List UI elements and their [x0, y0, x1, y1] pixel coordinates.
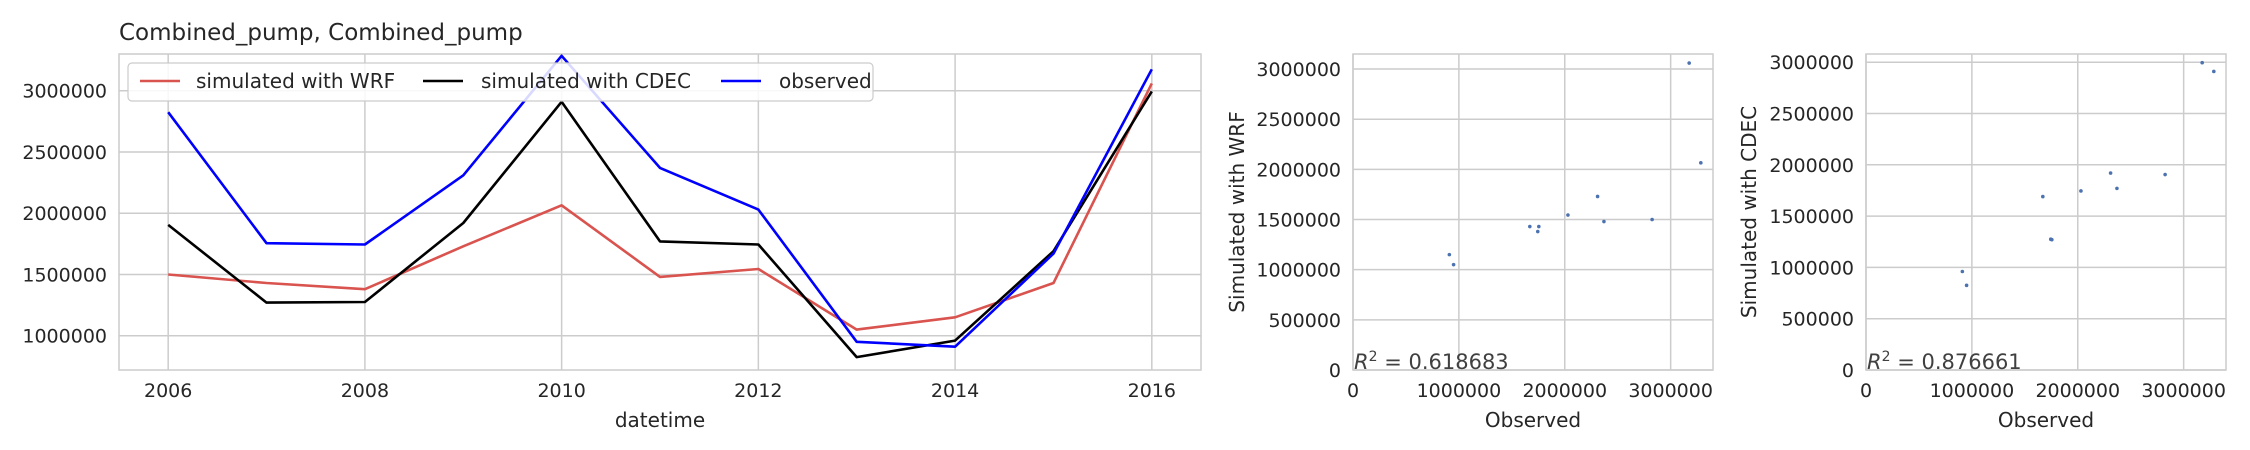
scatter-cdec-y-tick-label: 2000000 [1769, 155, 1854, 177]
scatter-cdec-y-tick-label: 3000000 [1769, 52, 1854, 74]
scatter-cdec-point [2050, 237, 2054, 242]
scatter-wrf-point [1595, 194, 1600, 199]
scatter-cdec-y-ticks: 0 500000 1000000 1500000 2000000 2500000 30000… [1769, 52, 1854, 382]
scatter-cdec-point [1964, 283, 1969, 288]
scatter-wrf-y-tick-label: 2500000 [1256, 109, 1341, 131]
scatter-cdec-point [2079, 189, 2083, 193]
scatter-cdec-x-label: Observed [1998, 408, 2094, 432]
scatter-cdec-y-tick-label: 2500000 [1769, 104, 1854, 126]
timeseries-y-ticks: 1000000 1500000 2000000 2500000 3000000 [22, 81, 107, 348]
timeseries-y-tick-label: 1000000 [22, 326, 107, 348]
scatter-wrf-x-ticks: 0 1000000 2000000 3000000 [1347, 380, 1713, 402]
scatter-wrf-points [1447, 61, 1703, 267]
scatter-wrf-point [1650, 217, 1654, 222]
scatter-wrf-panel: 0 1000000 2000000 3000000 0 500000 1000000 150… [1225, 53, 1714, 432]
scatter-cdec-point [2108, 171, 2113, 175]
scatter-cdec-point [1960, 269, 1965, 274]
scatter-wrf-grid [1352, 54, 1713, 371]
scatter-wrf-point [1602, 219, 1606, 224]
scatter-wrf-point [1687, 61, 1691, 65]
timeseries-plot-area [118, 53, 1202, 371]
scatter-wrf-point [1537, 224, 1541, 229]
timeseries-y-tick-label: 1500000 [22, 264, 107, 286]
scatter-wrf-point [1566, 213, 1570, 217]
scatter-wrf-y-tick-label: 2000000 [1256, 159, 1341, 181]
scatter-cdec-y-tick-label: 1500000 [1769, 206, 1854, 228]
series-line-observed [167, 54, 1153, 349]
scatter-cdec-point [2041, 194, 2045, 199]
scatter-cdec-x-tick-label: 1000000 [1930, 380, 2015, 402]
series-line-simulated-with-cdec [167, 90, 1153, 359]
scatter-wrf-point [1451, 262, 1456, 267]
scatter-wrf-y-tick-label: 1500000 [1256, 210, 1341, 232]
scatter-cdec-point [2115, 186, 2119, 191]
scatter-cdec-point [2200, 60, 2204, 65]
scatter-cdec-point [2163, 172, 2167, 177]
legend-label-observed: observed [779, 69, 872, 93]
scatter-wrf-y-tick-label: 0 [1329, 360, 1341, 382]
timeseries-panel: 2006 2008 2010 2012 2014 2016 1000000 1500000 2… [22, 20, 1202, 432]
legend: simulated with WRF simulated with CDEC o… [127, 62, 874, 102]
scatter-cdec-y-tick-label: 500000 [1781, 309, 1854, 331]
x-axis-label: datetime [615, 408, 705, 432]
scatter-wrf-y-label: Simulated with WRF [1225, 111, 1249, 312]
series-line-simulated-with-wrf [168, 82, 1153, 331]
timeseries-y-tick-label: 3000000 [22, 81, 107, 103]
scatter-wrf-point [1528, 224, 1532, 229]
legend-box [127, 62, 874, 102]
scatter-cdec-r2-annotation: R2 = 0.876661 [1867, 349, 2022, 374]
timeseries-series [167, 54, 1153, 359]
scatter-wrf-x-label: Observed [1485, 408, 1581, 432]
scatter-wrf-y-tick-label: 500000 [1268, 310, 1341, 332]
timeseries-x-tick-label: 2016 [1128, 380, 1176, 402]
scatter-cdec-point [2212, 69, 2216, 74]
scatter-cdec-x-tick-label: 0 [1860, 380, 1872, 402]
scatter-cdec-plot-area [1865, 53, 2227, 371]
timeseries-x-tick-label: 2012 [734, 380, 782, 402]
timeseries-x-tick-label: 2006 [144, 380, 192, 402]
scatter-cdec-x-ticks: 0 1000000 2000000 3000000 [1860, 380, 2226, 402]
scatter-wrf-x-tick-label: 3000000 [1628, 380, 1713, 402]
scatter-cdec-y-tick-label: 0 [1842, 360, 1854, 382]
scatter-wrf-x-tick-label: 1000000 [1417, 380, 1502, 402]
scatter-cdec-panel: 0 1000000 2000000 3000000 0 500000 1000000 150… [1737, 52, 2227, 432]
timeseries-x-tick-label: 2014 [931, 380, 979, 402]
scatter-wrf-x-tick-label: 0 [1347, 380, 1359, 402]
scatter-cdec-x-tick-label: 2000000 [2035, 380, 2120, 402]
legend-label-wrf: simulated with WRF [196, 69, 395, 93]
scatter-wrf-x-tick-label: 2000000 [1522, 380, 1607, 402]
timeseries-x-ticks: 2006 2008 2010 2012 2014 2016 [144, 380, 1176, 402]
scatter-wrf-plot-area [1352, 53, 1714, 371]
scatter-wrf-y-ticks: 0 500000 1000000 1500000 2000000 2500000 30000… [1256, 59, 1341, 382]
scatter-cdec-y-label: Simulated with CDEC [1737, 106, 1761, 318]
scatter-cdec-y-tick-label: 1000000 [1769, 257, 1854, 279]
scatter-wrf-point [1699, 161, 1703, 165]
timeseries-x-tick-label: 2008 [341, 380, 389, 402]
scatter-wrf-point [1535, 229, 1540, 234]
timeseries-y-tick-label: 2500000 [22, 142, 107, 164]
timeseries-x-tick-label: 2010 [537, 380, 585, 402]
scatter-cdec-grid [1865, 54, 2226, 371]
timeseries-y-tick-label: 2000000 [22, 203, 107, 225]
scatter-cdec-points [1960, 60, 2216, 288]
scatter-wrf-y-tick-label: 3000000 [1256, 59, 1341, 81]
scatter-wrf-y-tick-label: 1000000 [1256, 260, 1341, 282]
chart-title: Combined_pump, Combined_pump [119, 20, 523, 46]
legend-label-cdec: simulated with CDEC [481, 69, 691, 93]
scatter-wrf-r2-annotation: R2 = 0.618683 [1354, 349, 1509, 374]
scatter-cdec-x-tick-label: 3000000 [2141, 380, 2226, 402]
scatter-wrf-point [1447, 252, 1452, 257]
